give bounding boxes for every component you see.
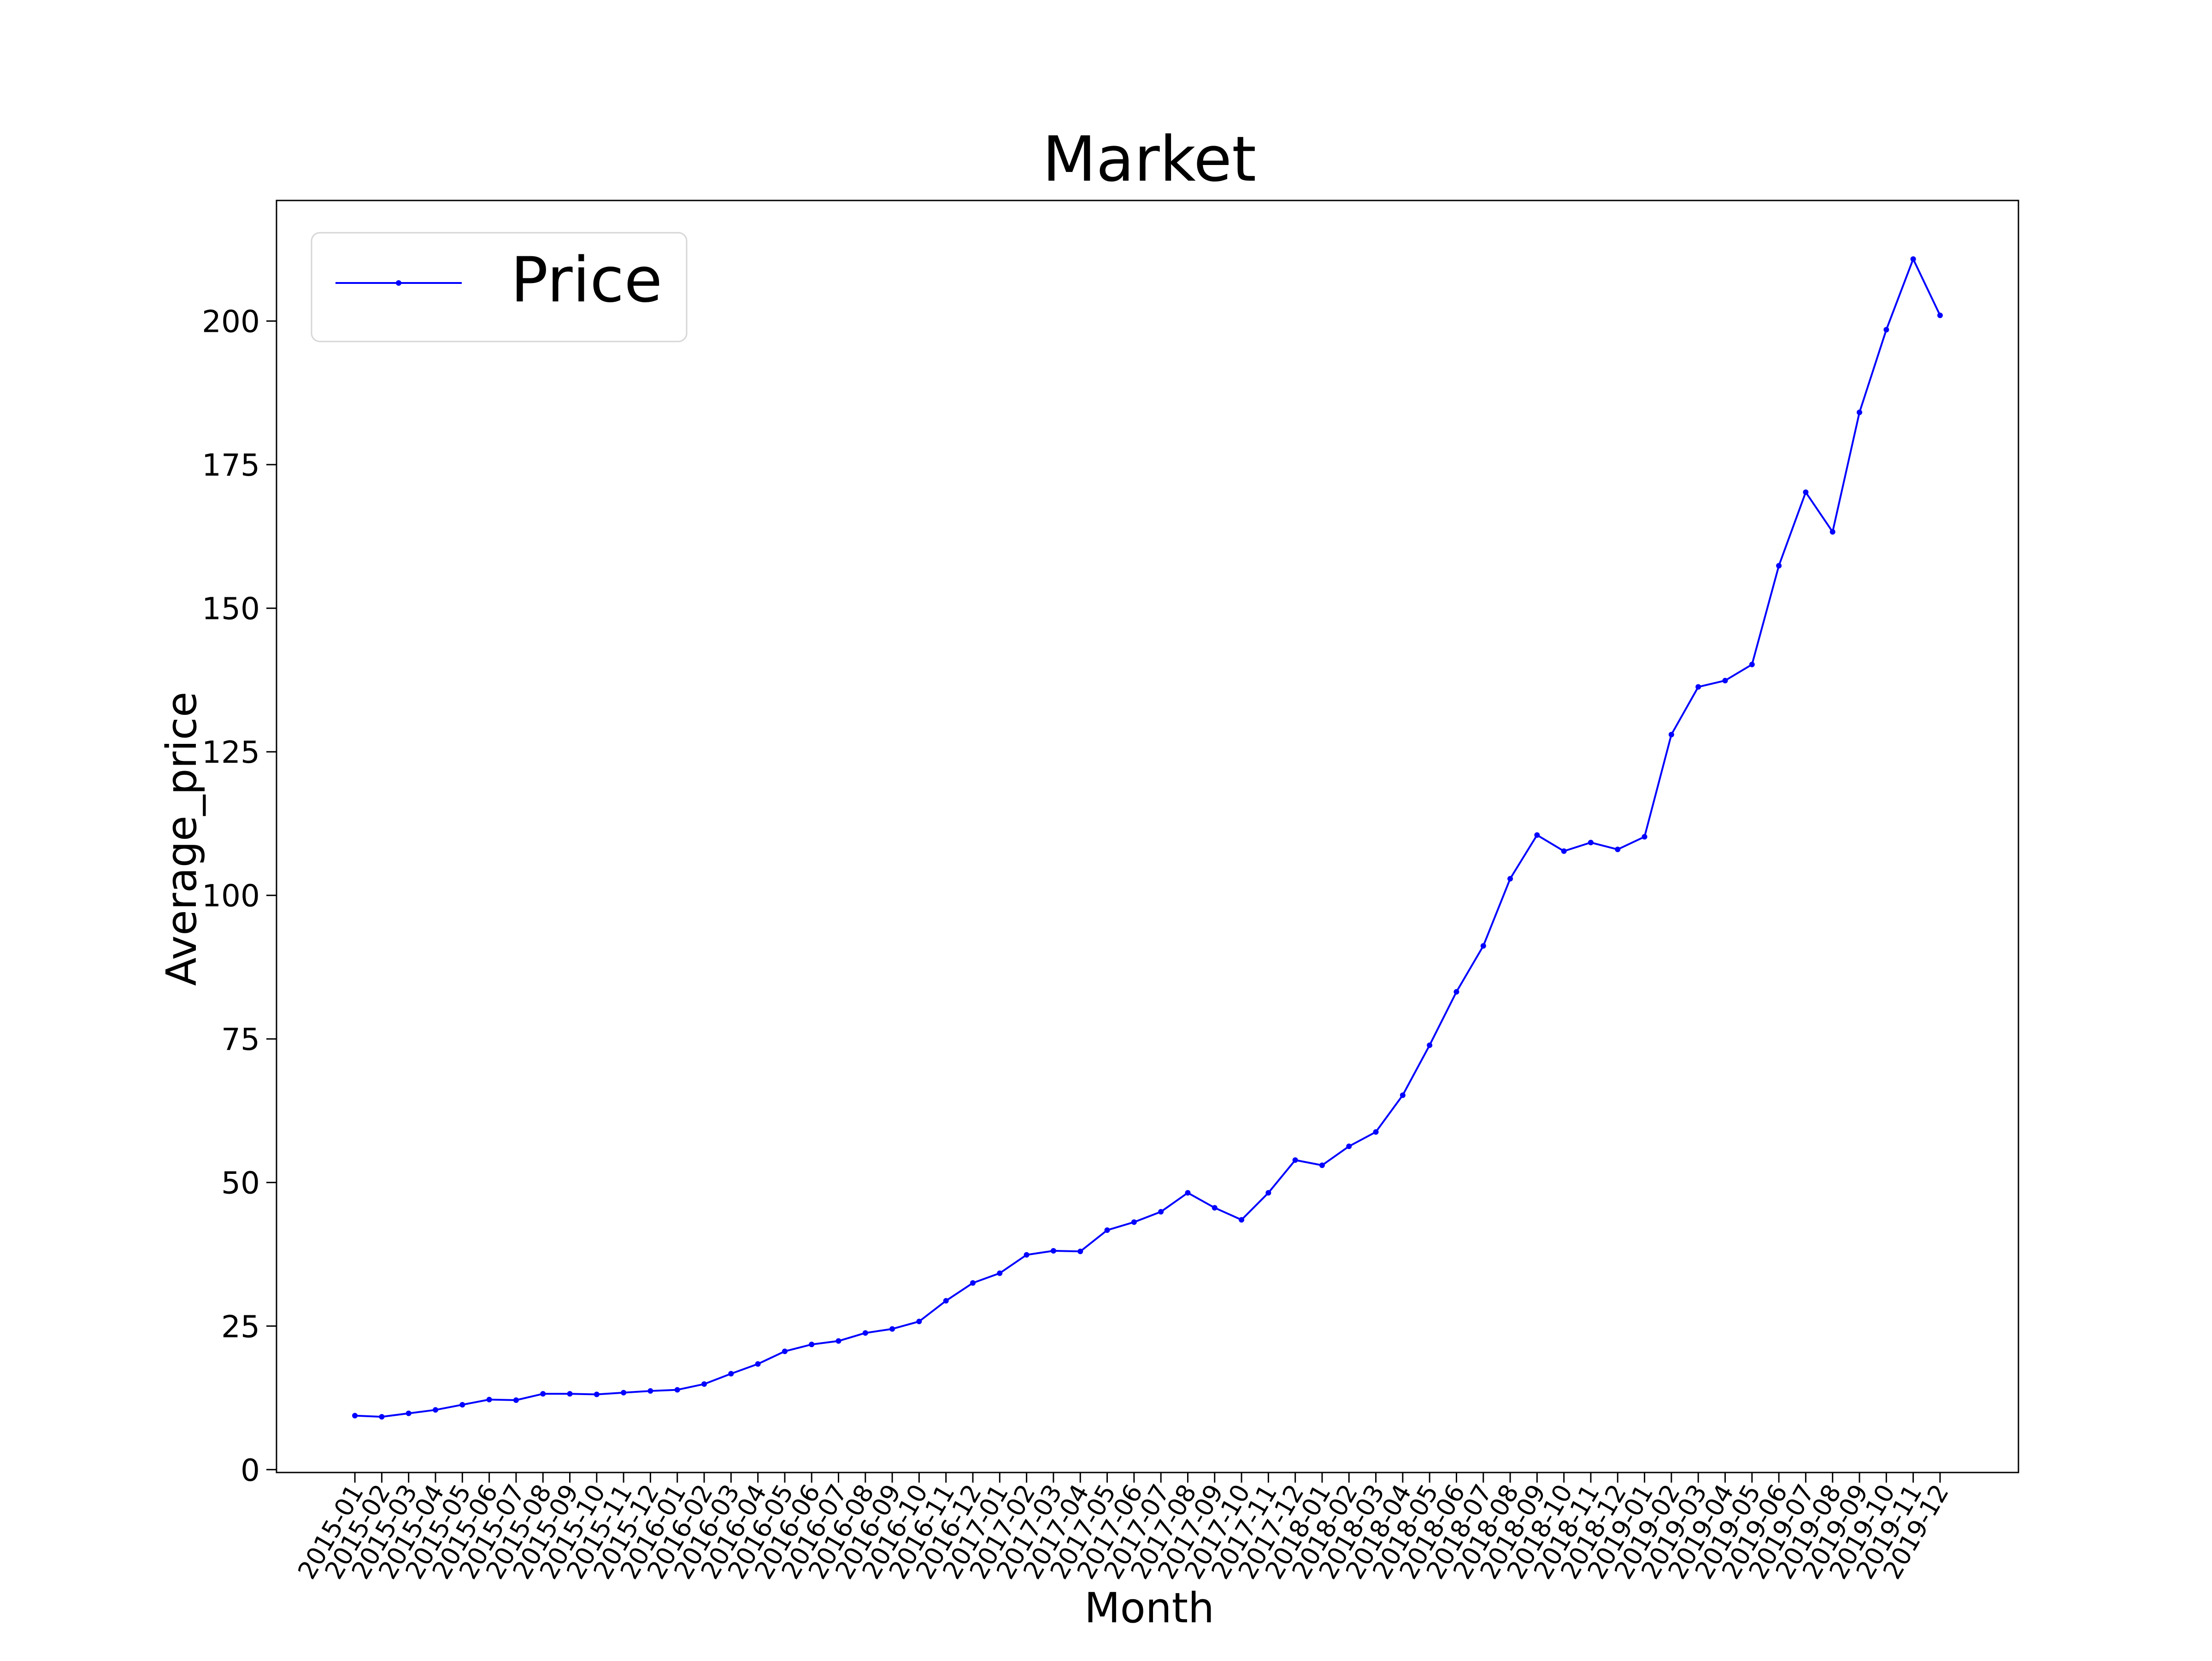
data-point xyxy=(1883,327,1889,333)
data-point xyxy=(1641,834,1647,840)
data-point xyxy=(997,1270,1003,1276)
data-point xyxy=(701,1381,707,1387)
data-point xyxy=(755,1361,761,1367)
data-point xyxy=(513,1397,519,1403)
legend-marker xyxy=(396,280,401,286)
plot-area xyxy=(352,256,1943,1420)
series-line-price xyxy=(355,258,1941,1418)
data-point xyxy=(1507,876,1513,882)
data-point xyxy=(1588,840,1594,846)
y-tick-label: 200 xyxy=(202,304,260,340)
data-point xyxy=(540,1391,546,1397)
data-point xyxy=(1050,1248,1056,1254)
y-axis-label: Average_price xyxy=(158,692,206,986)
data-point xyxy=(1453,989,1459,995)
data-point xyxy=(352,1413,358,1419)
x-axis-label: Month xyxy=(1084,1584,1214,1632)
data-point xyxy=(1427,1042,1433,1048)
data-point xyxy=(1292,1157,1298,1163)
data-point xyxy=(1104,1227,1110,1233)
y-tick-label: 100 xyxy=(202,878,260,914)
data-point xyxy=(728,1371,734,1377)
data-point xyxy=(809,1342,815,1348)
data-point xyxy=(862,1330,868,1336)
data-point xyxy=(1373,1129,1379,1135)
data-point xyxy=(1534,832,1540,838)
data-point xyxy=(1695,684,1701,690)
data-point xyxy=(647,1388,653,1394)
legend-box xyxy=(311,232,688,342)
data-point xyxy=(1239,1217,1245,1223)
data-point xyxy=(1024,1252,1030,1258)
data-point xyxy=(1400,1092,1406,1098)
data-point xyxy=(459,1402,465,1408)
data-point xyxy=(567,1391,573,1397)
data-point xyxy=(621,1390,627,1396)
y-tick-label: 75 xyxy=(221,1022,260,1057)
data-point xyxy=(1346,1143,1352,1149)
data-point xyxy=(594,1391,600,1397)
y-tick-label: 125 xyxy=(202,735,260,770)
data-point xyxy=(782,1349,788,1355)
data-point xyxy=(433,1407,439,1413)
data-point xyxy=(943,1298,949,1304)
y-tick-label: 50 xyxy=(221,1166,260,1201)
data-point xyxy=(1077,1249,1083,1255)
data-point xyxy=(1856,409,1862,415)
data-point xyxy=(1830,529,1835,535)
data-point xyxy=(1910,256,1916,262)
legend: Price xyxy=(311,232,688,342)
data-point xyxy=(674,1387,680,1393)
y-tick-label: 25 xyxy=(221,1309,260,1344)
data-point xyxy=(889,1326,895,1332)
y-tick-label: 0 xyxy=(241,1453,260,1488)
data-point xyxy=(1776,563,1782,569)
y-tick-label: 175 xyxy=(202,448,260,483)
data-point xyxy=(835,1338,841,1344)
legend-label-price: Price xyxy=(511,244,662,316)
x-axis-ticks: 2015-012015-022015-032015-042015-052015-… xyxy=(292,1473,1954,1584)
data-point xyxy=(1158,1209,1164,1215)
data-point xyxy=(1668,731,1674,737)
data-point xyxy=(406,1410,412,1416)
data-point xyxy=(916,1319,922,1325)
data-point xyxy=(970,1280,976,1286)
data-point xyxy=(1319,1162,1325,1168)
data-point xyxy=(1722,677,1728,683)
data-point xyxy=(1480,943,1486,949)
data-point xyxy=(1561,848,1567,854)
y-tick-label: 150 xyxy=(202,591,260,627)
data-point xyxy=(379,1414,385,1420)
data-point xyxy=(1937,312,1943,318)
data-point xyxy=(1803,489,1809,495)
data-point xyxy=(1615,847,1621,853)
axes-frame xyxy=(276,200,2019,1473)
chart-title: Market xyxy=(1042,123,1256,195)
data-point xyxy=(486,1396,492,1402)
data-point xyxy=(1131,1219,1137,1225)
data-point xyxy=(1185,1190,1191,1196)
data-point xyxy=(1212,1205,1218,1211)
data-point xyxy=(1749,661,1755,667)
data-point xyxy=(1265,1190,1271,1196)
y-axis-ticks: 0 25 50 75 100 125 150 175 200 xyxy=(202,304,276,1488)
